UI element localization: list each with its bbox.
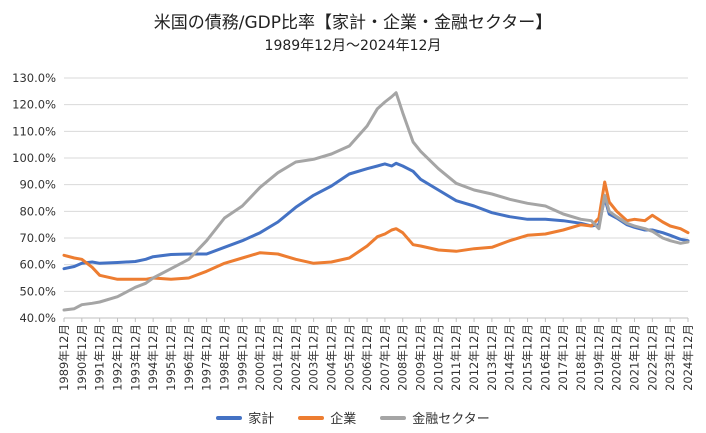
x-tick-label: 2004年12月 xyxy=(324,324,338,391)
x-tick-label: 2017年12月 xyxy=(556,324,570,391)
x-tick-label: 1989年12月 xyxy=(57,324,71,391)
y-tick-label: 70.0% xyxy=(19,231,56,245)
legend-swatch-household xyxy=(216,415,243,420)
x-tick-label: 1994年12月 xyxy=(146,324,160,391)
y-tick-label: 90.0% xyxy=(19,178,56,192)
x-tick-label: 1995年12月 xyxy=(164,324,178,391)
x-tick-label: 2010年12月 xyxy=(431,324,445,391)
x-tick-label: 2006年12月 xyxy=(360,324,374,391)
legend-swatch-corporate xyxy=(298,415,325,420)
x-tick-label: 2002年12月 xyxy=(289,324,303,391)
chart-subtitle: 1989年12月～2024年12月 xyxy=(264,38,442,54)
legend-label-household: 家計 xyxy=(248,412,275,427)
x-tick-label: 2014年12月 xyxy=(503,324,517,391)
x-tick-label: 2007年12月 xyxy=(378,324,392,391)
x-tick-label: 2001年12月 xyxy=(271,324,285,391)
x-tick-label: 2009年12月 xyxy=(414,324,428,391)
legend-item-household: 家計 xyxy=(216,408,274,427)
x-tick-label: 2005年12月 xyxy=(342,324,356,391)
x-tick-label: 1996年12月 xyxy=(182,324,196,391)
y-tick-label: 120.0% xyxy=(12,98,56,112)
y-tick-label: 60.0% xyxy=(19,258,56,272)
x-tick-label: 2000年12月 xyxy=(253,324,267,391)
y-tick-label: 110.0% xyxy=(12,124,56,138)
x-tick-label: 2024年12月 xyxy=(681,324,695,391)
x-tick-label: 2018年12月 xyxy=(574,324,588,391)
x-tick-label: 2003年12月 xyxy=(307,324,321,391)
axes: 40.0% 50.0% 60.0% 70.0% 80.0% 90.0% 100.0% 110.… xyxy=(12,71,695,391)
series-lines xyxy=(62,91,690,312)
x-tick-label: 2011年12月 xyxy=(449,324,463,391)
legend-item-financial: 金融セクター xyxy=(380,408,490,427)
x-tick-label: 2022年12月 xyxy=(645,324,659,391)
legend-swatch-financial xyxy=(380,415,407,420)
y-tick-label: 50.0% xyxy=(19,284,56,298)
x-tick-label: 1999年12月 xyxy=(235,324,249,391)
legend: 家計 企業 金融セクター xyxy=(0,408,706,427)
chart-title: 米国の債務/GDP比率【家計・企業・金融セクター】 xyxy=(153,13,553,33)
series-line-corporate xyxy=(62,180,690,281)
y-tick-label: 80.0% xyxy=(19,204,56,218)
x-tick-label: 2015年12月 xyxy=(521,324,535,391)
x-tick-label: 1992年12月 xyxy=(110,324,124,391)
gridlines xyxy=(64,77,688,319)
x-tick-label: 2023年12月 xyxy=(663,324,677,391)
y-tick-label: 40.0% xyxy=(19,311,56,325)
x-tick-label: 2012年12月 xyxy=(467,324,481,391)
y-tick-label: 130.0% xyxy=(12,71,56,85)
x-tick-label: 2020年12月 xyxy=(610,324,624,391)
x-tick-label: 1991年12月 xyxy=(93,324,107,391)
legend-label-financial: 金融セクター xyxy=(412,412,490,427)
x-tick-label: 1993年12月 xyxy=(128,324,142,391)
x-tick-label: 2008年12月 xyxy=(396,324,410,391)
series-line-household xyxy=(62,161,690,271)
x-tick-label: 2021年12月 xyxy=(628,324,642,391)
x-tick-label: 2019年12月 xyxy=(592,324,606,391)
x-tick-label: 2016年12月 xyxy=(538,324,552,391)
x-tick-label: 1997年12月 xyxy=(200,324,214,391)
series-line-financial xyxy=(62,91,690,312)
x-tick-label: 2013年12月 xyxy=(485,324,499,391)
x-tick-label: 1990年12月 xyxy=(75,324,89,391)
legend-label-corporate: 企業 xyxy=(330,412,357,427)
y-tick-label: 100.0% xyxy=(12,151,56,165)
legend-item-corporate: 企業 xyxy=(298,408,356,427)
x-tick-label: 1998年12月 xyxy=(217,324,231,391)
